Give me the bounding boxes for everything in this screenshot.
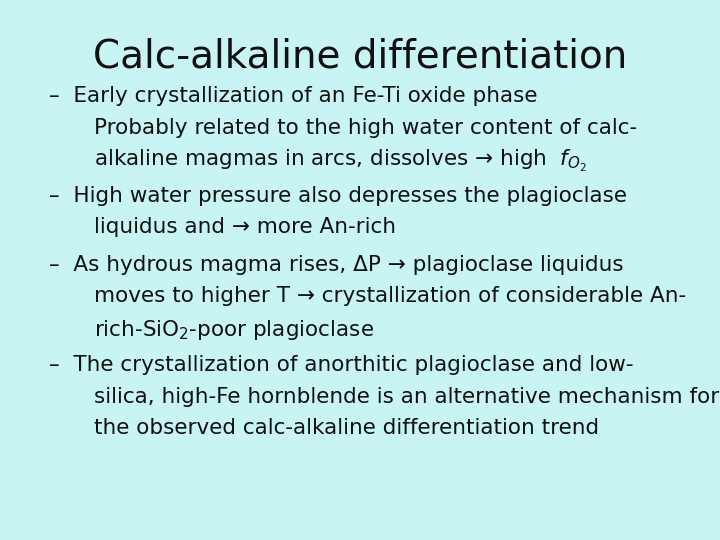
Text: –  As hydrous magma rises, ΔP → plagioclase liquidus: – As hydrous magma rises, ΔP → plagiocla… <box>49 255 624 275</box>
Text: silica, high-Fe hornblende is an alternative mechanism for: silica, high-Fe hornblende is an alterna… <box>94 387 719 407</box>
Text: alkaline magmas in arcs, dissolves → high  $f_{O_2}$: alkaline magmas in arcs, dissolves → hig… <box>94 148 587 174</box>
Text: Calc-alkaline differentiation: Calc-alkaline differentiation <box>93 38 627 76</box>
Text: –  The crystallization of anorthitic plagioclase and low-: – The crystallization of anorthitic plag… <box>49 355 634 375</box>
Text: –  Early crystallization of an Fe-Ti oxide phase: – Early crystallization of an Fe-Ti oxid… <box>49 86 537 106</box>
Text: moves to higher T → crystallization of considerable An-: moves to higher T → crystallization of c… <box>94 286 685 306</box>
Text: the observed calc-alkaline differentiation trend: the observed calc-alkaline differentiati… <box>94 418 599 438</box>
Text: liquidus and → more An-rich: liquidus and → more An-rich <box>94 217 395 237</box>
Text: rich-SiO$_2$-poor plagioclase: rich-SiO$_2$-poor plagioclase <box>94 318 374 341</box>
Text: Probably related to the high water content of calc-: Probably related to the high water conte… <box>94 118 636 138</box>
Text: –  High water pressure also depresses the plagioclase: – High water pressure also depresses the… <box>49 186 627 206</box>
